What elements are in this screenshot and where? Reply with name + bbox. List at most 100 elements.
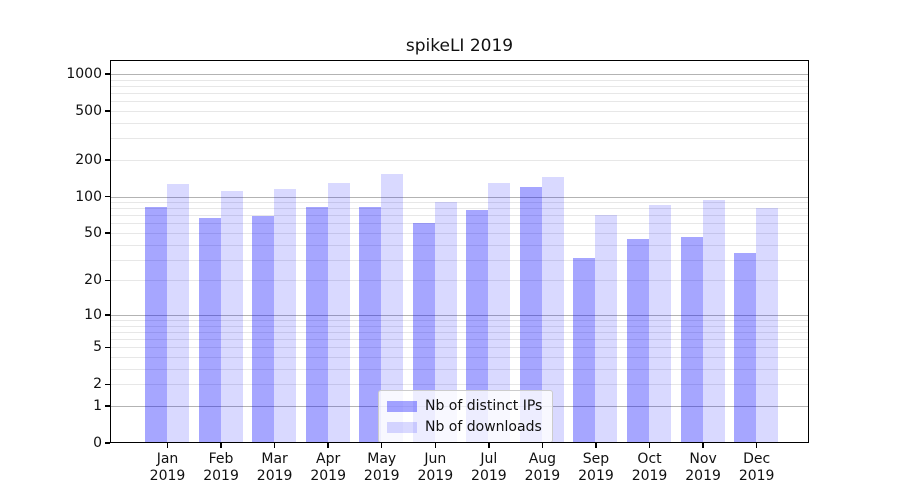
bar-downloads bbox=[220, 190, 243, 443]
y-tick bbox=[105, 110, 110, 112]
bar-downloads bbox=[274, 188, 297, 443]
y-tick-label: 2 bbox=[93, 376, 102, 393]
legend-label-downloads: Nb of downloads bbox=[425, 419, 542, 435]
gridline-minor bbox=[110, 368, 809, 370]
bar-downloads bbox=[381, 174, 404, 443]
gridline-minor bbox=[110, 215, 809, 217]
bar-downloads bbox=[541, 176, 564, 443]
y-tick-label: 1000 bbox=[66, 66, 102, 83]
gridline-minor bbox=[110, 79, 809, 81]
bar-downloads bbox=[702, 200, 725, 443]
plot-area: Nb of distinct IPs Nb of downloads bbox=[110, 60, 809, 443]
x-tick-label: Aug 2019 bbox=[524, 451, 561, 484]
bar-distinct-ips bbox=[412, 223, 435, 443]
x-tick-label: Nov 2019 bbox=[685, 451, 721, 484]
gridline-minor bbox=[110, 223, 809, 225]
y-tick bbox=[105, 195, 110, 198]
gridline-minor bbox=[110, 259, 809, 261]
bar-distinct-ips bbox=[145, 207, 167, 443]
gridline-minor bbox=[110, 357, 809, 359]
legend-item-downloads: Nb of downloads bbox=[387, 419, 542, 435]
y-tick bbox=[105, 383, 110, 386]
x-tick bbox=[380, 443, 383, 448]
bar-distinct-ips bbox=[573, 257, 596, 443]
legend-label-distinct-ips: Nb of distinct IPs bbox=[425, 398, 543, 414]
bar-distinct-ips bbox=[305, 207, 328, 443]
gridline-major bbox=[110, 196, 809, 198]
x-tick-label: Jun 2019 bbox=[417, 451, 454, 484]
y-tick bbox=[105, 405, 110, 407]
bar-distinct-ips bbox=[519, 186, 542, 443]
y-tick-label: 0 bbox=[93, 435, 102, 451]
x-tick-label: Sep 2019 bbox=[578, 451, 614, 484]
gridline-minor bbox=[110, 208, 809, 210]
bar-distinct-ips bbox=[466, 209, 489, 443]
chart-title: spikeLI 2019 bbox=[405, 36, 514, 56]
x-tick bbox=[541, 443, 544, 448]
legend-swatch-distinct-ips bbox=[387, 400, 417, 412]
gridline-minor bbox=[110, 122, 809, 124]
gridline-minor bbox=[110, 320, 809, 322]
x-tick bbox=[220, 443, 222, 448]
gridline-minor bbox=[110, 325, 809, 327]
gridline-minor bbox=[110, 138, 809, 140]
x-tick bbox=[595, 443, 597, 448]
y-tick bbox=[105, 346, 110, 349]
y-tick-label: 20 bbox=[84, 272, 102, 289]
x-tick bbox=[755, 443, 758, 448]
gridline-minor bbox=[110, 159, 809, 161]
y-tick-label: 50 bbox=[84, 225, 102, 242]
x-tick bbox=[648, 443, 651, 448]
gridline-minor bbox=[110, 384, 809, 386]
y-tick-label: 10 bbox=[84, 306, 102, 323]
gridline-minor bbox=[110, 244, 809, 246]
x-tick-label: Dec 2019 bbox=[738, 451, 775, 484]
y-tick bbox=[105, 314, 110, 316]
gridline-minor bbox=[110, 111, 809, 113]
legend: Nb of distinct IPs Nb of downloads bbox=[378, 390, 554, 443]
legend-item-distinct-ips: Nb of distinct IPs bbox=[387, 398, 542, 414]
bar-downloads bbox=[649, 205, 672, 443]
bar-distinct-ips bbox=[680, 237, 703, 443]
x-tick bbox=[327, 443, 329, 448]
x-tick-label: Feb 2019 bbox=[203, 451, 239, 484]
gridline-minor bbox=[110, 101, 809, 103]
x-tick bbox=[702, 443, 704, 448]
y-tick bbox=[105, 232, 110, 234]
x-tick bbox=[434, 443, 437, 448]
bar-downloads bbox=[167, 184, 189, 443]
gridline-minor bbox=[110, 202, 809, 204]
gridline-minor bbox=[110, 331, 809, 333]
bar-distinct-ips bbox=[734, 253, 757, 443]
x-tick-label: Oct 2019 bbox=[631, 451, 668, 484]
x-tick-label: Mar 2019 bbox=[256, 451, 293, 484]
y-tick bbox=[105, 442, 110, 444]
x-tick-label: Apr 2019 bbox=[310, 451, 346, 484]
y-tick bbox=[105, 279, 110, 282]
y-tick-label: 100 bbox=[75, 188, 102, 205]
gridline-minor bbox=[110, 233, 809, 235]
y-tick bbox=[105, 73, 110, 75]
x-tick bbox=[166, 443, 169, 448]
x-tick-label: Jan 2019 bbox=[149, 451, 186, 484]
y-tick-label: 200 bbox=[75, 151, 102, 168]
x-tick-label: Jul 2019 bbox=[471, 451, 507, 484]
y-tick-label: 1 bbox=[93, 397, 102, 414]
x-tick-label: May 2019 bbox=[363, 451, 400, 484]
y-tick-label: 500 bbox=[75, 103, 102, 120]
x-tick bbox=[488, 443, 490, 448]
gridline-minor bbox=[110, 85, 809, 87]
bar-distinct-ips bbox=[198, 217, 221, 443]
bar-distinct-ips bbox=[252, 216, 275, 443]
bar-distinct-ips bbox=[359, 207, 382, 443]
gridline-minor bbox=[110, 339, 809, 341]
legend-swatch-downloads bbox=[387, 421, 417, 433]
x-tick bbox=[273, 443, 276, 448]
bar-downloads bbox=[434, 201, 457, 443]
gridline-major bbox=[110, 74, 809, 76]
gridline-minor bbox=[110, 280, 809, 282]
bar-downloads bbox=[327, 183, 350, 443]
bar-distinct-ips bbox=[627, 238, 650, 443]
y-tick bbox=[105, 159, 110, 161]
